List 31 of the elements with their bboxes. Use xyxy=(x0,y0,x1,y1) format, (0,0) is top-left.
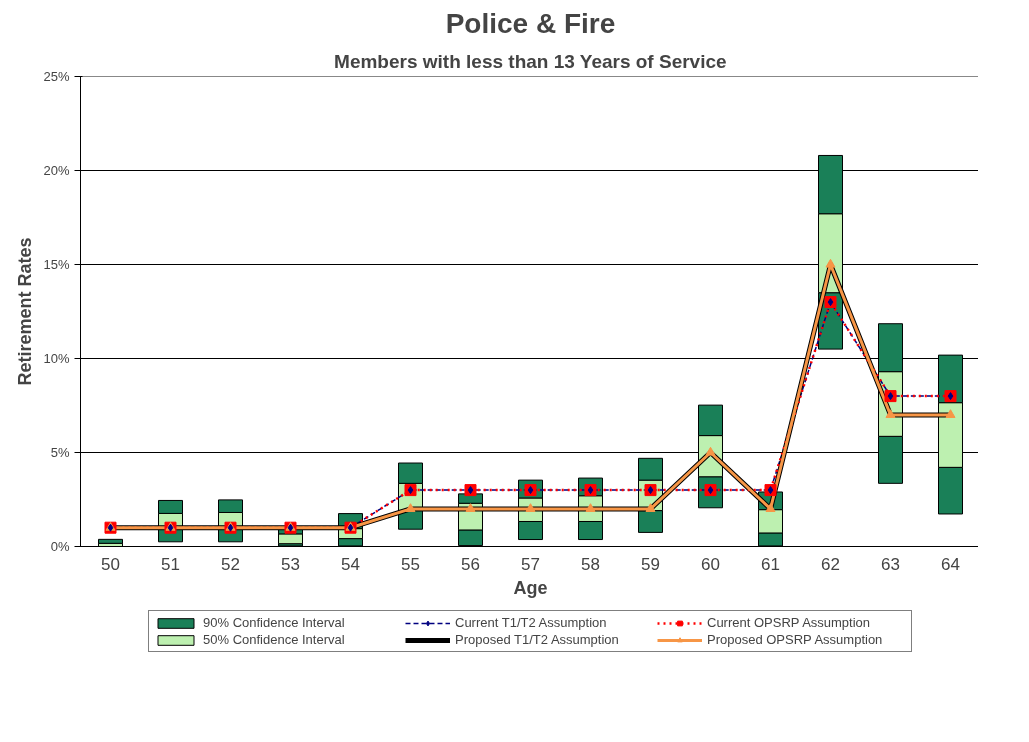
x-tick-label: 60 xyxy=(701,554,720,574)
legend-label: Proposed T1/T2 Assumption xyxy=(455,632,620,647)
x-tick-label: 62 xyxy=(821,554,840,574)
y-tick-label: 0% xyxy=(50,539,70,554)
legend-label: 90% Confidence Interval xyxy=(203,615,346,630)
y-tick-label: 25% xyxy=(43,69,70,84)
legend-label: 50% Confidence Interval xyxy=(203,632,346,647)
x-tick-label: 59 xyxy=(641,554,660,574)
x-tick-label: 52 xyxy=(221,554,240,574)
y-axis-title: Retirement Rates xyxy=(15,237,36,386)
x-tick-label: 64 xyxy=(941,554,960,574)
chart-subtitle: Members with less than 13 Years of Service xyxy=(334,50,727,72)
legend-label: Current OPSRP Assumption xyxy=(707,615,872,630)
x-tick-label: 61 xyxy=(761,554,780,574)
legend-label: Proposed OPSRP Assumption xyxy=(707,632,884,647)
x-tick-label: 51 xyxy=(161,554,180,574)
legend-label: Current T1/T2 Assumption xyxy=(455,615,608,630)
x-tick-label: 63 xyxy=(881,554,900,574)
chart-title: Police & Fire xyxy=(445,7,616,39)
y-tick-label: 15% xyxy=(43,257,70,272)
x-tick-label: 53 xyxy=(281,554,300,574)
x-tick-label: 58 xyxy=(581,554,600,574)
x-tick-label: 56 xyxy=(461,554,480,574)
x-tick-label: 55 xyxy=(401,554,420,574)
x-tick-label: 57 xyxy=(521,554,540,574)
y-tick-label: 20% xyxy=(43,163,70,178)
x-tick-label: 50 xyxy=(101,554,120,574)
x-tick-label: 54 xyxy=(341,554,360,574)
x-axis-title: Age xyxy=(513,577,548,598)
y-tick-label: 5% xyxy=(50,445,70,460)
y-tick-label: 10% xyxy=(43,351,70,366)
